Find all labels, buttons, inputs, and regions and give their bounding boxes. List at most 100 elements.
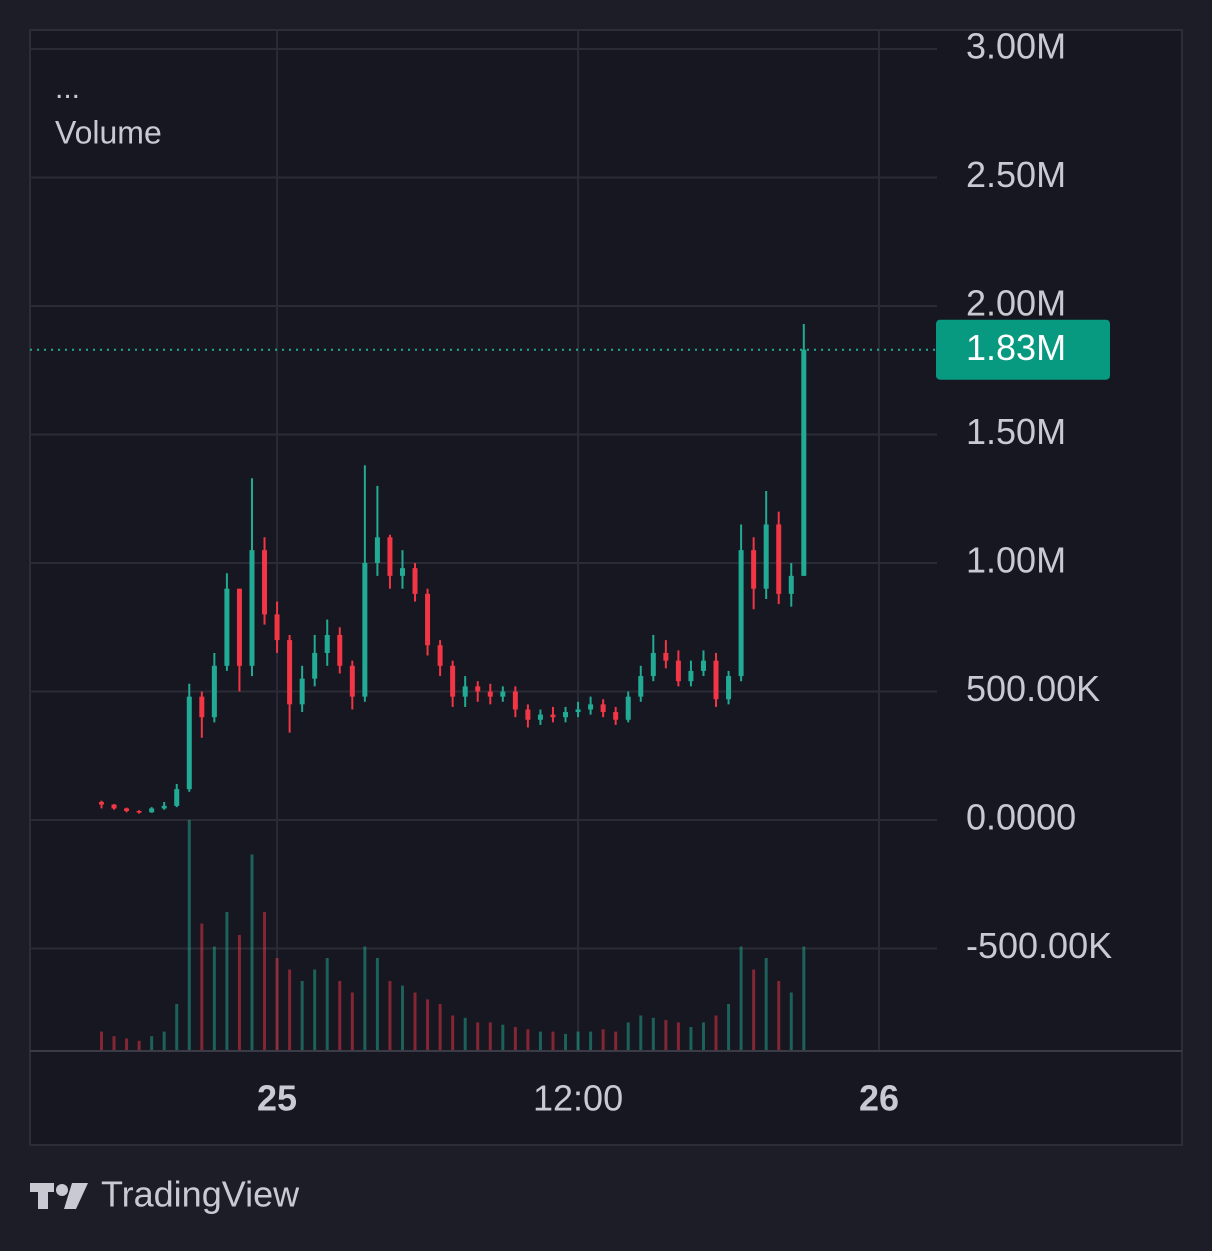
volume-bar [752, 969, 756, 1050]
volume-bar [589, 1031, 593, 1050]
volume-bar [463, 1017, 467, 1050]
volume-bar [651, 1017, 655, 1050]
candle-body [262, 550, 268, 615]
candle-body [575, 709, 581, 713]
volume-bar [363, 946, 367, 1050]
brand-name: TradingView [101, 1174, 300, 1215]
y-tick-label: -500.00K [966, 925, 1112, 966]
candle-body [337, 634, 343, 666]
x-tick-label: 12:00 [533, 1078, 623, 1119]
volume-bar [99, 1031, 103, 1050]
candle-body [312, 652, 318, 679]
volume-bar [501, 1024, 505, 1050]
candle-body [124, 808, 130, 811]
candle-body [801, 349, 807, 576]
volume-bar [714, 1015, 718, 1050]
candle-body [600, 704, 606, 713]
candle-body [98, 802, 104, 805]
candle-body [726, 676, 732, 700]
candle-body [788, 575, 794, 594]
volume-bar [275, 958, 279, 1050]
volume-bar [212, 946, 216, 1050]
candle-body [211, 665, 217, 718]
candle-body [700, 660, 706, 671]
volume-bar [175, 1004, 179, 1050]
volume-bar [488, 1022, 492, 1050]
volume-bar [413, 992, 417, 1050]
x-tick-label: 26 [859, 1078, 899, 1119]
volume-bar [777, 981, 781, 1050]
candle-body [487, 691, 493, 697]
last-price-label: 1.83M [966, 327, 1066, 368]
volume-bar [388, 981, 392, 1050]
candle-body [738, 550, 744, 677]
volume-bar [701, 1022, 705, 1050]
brand-logo [30, 1183, 88, 1209]
candle-body [613, 712, 619, 720]
volume-bar [639, 1015, 643, 1050]
candle-body [274, 614, 280, 641]
candle-body [249, 550, 255, 666]
candle-body [625, 696, 631, 720]
candle-body [374, 537, 380, 564]
candle-body [349, 665, 355, 697]
last-price-box [936, 319, 1110, 380]
volume-bar [626, 1022, 630, 1050]
candle-body [412, 568, 418, 594]
candle-body [324, 634, 330, 653]
volume-bar [438, 1004, 442, 1050]
volume-bar [689, 1027, 693, 1050]
candle-body [462, 686, 468, 697]
candle-body [224, 588, 230, 666]
candle-body [550, 714, 556, 718]
y-tick-label: 2.50M [966, 154, 1066, 195]
volume-bar [125, 1038, 129, 1050]
volume-bar [150, 1036, 154, 1050]
y-tick-label: 500.00K [966, 668, 1100, 709]
volume-bar [739, 946, 743, 1050]
volume-bar [200, 923, 204, 1050]
candle-body [512, 691, 518, 710]
volume-bar [162, 1031, 166, 1050]
volume-bar [564, 1033, 568, 1050]
volume-bar [676, 1022, 680, 1050]
volume-bar [338, 981, 342, 1050]
volume-bar [764, 958, 768, 1050]
candle-body [362, 563, 368, 697]
candle-body [751, 550, 757, 589]
volume-bar [802, 946, 806, 1050]
candle-body [650, 652, 656, 677]
candle-body [111, 804, 117, 809]
candle-body [149, 808, 155, 813]
candle-body [437, 645, 443, 666]
volume-bar [400, 985, 404, 1050]
candle-body [713, 660, 719, 700]
volume-bar [664, 1020, 668, 1050]
legend-menu[interactable]: ... [55, 72, 80, 105]
candle-body [425, 593, 431, 646]
volume-bar [526, 1029, 530, 1050]
volume-bar [225, 912, 229, 1050]
candle-body [500, 691, 506, 697]
candle-body [161, 805, 167, 809]
volume-bar [451, 1015, 455, 1050]
candle-body [525, 709, 531, 720]
candle-body [387, 537, 393, 576]
y-tick-label: 3.00M [966, 26, 1066, 67]
volume-bar [350, 992, 354, 1050]
candle-body [475, 686, 481, 692]
candle-body [663, 652, 669, 661]
volume-bar [551, 1031, 555, 1050]
candle-body [776, 524, 782, 594]
volume-bar [300, 981, 304, 1050]
candle-body [688, 670, 694, 682]
volume-bar [187, 820, 191, 1050]
volume-bar [325, 958, 329, 1050]
volume-bar [576, 1031, 580, 1050]
y-tick-label: 1.50M [966, 411, 1066, 452]
candle-body [537, 714, 543, 720]
candle-body [174, 789, 180, 806]
candle-body [186, 696, 192, 790]
